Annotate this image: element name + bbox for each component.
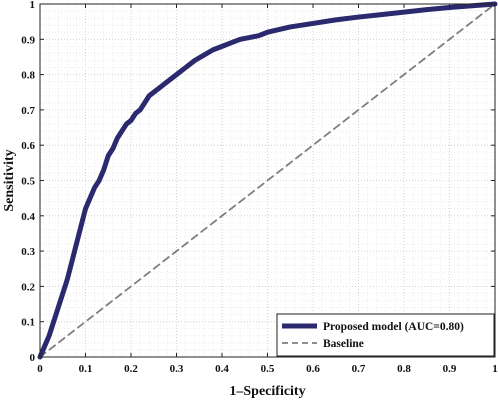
- plot-lines: [37, 1, 498, 360]
- y-tick-label: 0.1: [21, 317, 35, 329]
- x-tick-label: 0: [37, 363, 43, 375]
- x-tick-label: 0.6: [306, 363, 320, 375]
- y-tick-label: 0.4: [21, 211, 35, 223]
- legend: Proposed model (AUC=0.80) Baseline: [276, 313, 495, 357]
- y-tick-label: 0.5: [21, 176, 35, 188]
- y-tick-label: 1: [30, 0, 36, 11]
- series-line-baseline: [39, 3, 496, 358]
- y-tick-label: 0.6: [21, 140, 35, 152]
- x-tick-label: 0.3: [170, 363, 184, 375]
- x-tick-label: 0.4: [215, 363, 229, 375]
- y-tick-label: 0.3: [21, 246, 35, 258]
- y-tick-label: 0.8: [21, 70, 35, 82]
- grid: [39, 3, 496, 358]
- x-tick-label: 0.5: [261, 363, 275, 375]
- y-tick-label: 0.2: [21, 281, 35, 293]
- series-line-proposed-model: [37, 1, 498, 360]
- y-tick-label: 0.7: [21, 105, 35, 117]
- y-tick-label: 0.9: [21, 34, 35, 46]
- x-tick-label: 1: [492, 363, 498, 375]
- legend-box: [276, 313, 495, 357]
- x-axis-title: 1–Specificity: [229, 384, 305, 399]
- legend-label-proposed-model: Proposed model (AUC=0.80): [323, 321, 464, 333]
- ticks: [39, 3, 496, 358]
- x-tick-label: 0.9: [443, 363, 457, 375]
- y-tick-label: 0: [30, 352, 36, 364]
- y-tick-labels: 0 0.1 0.2 0.3 0.4 0.5 0.6 0.7 0.8 0.9 1: [21, 0, 35, 364]
- x-tick-label: 0.2: [124, 363, 138, 375]
- x-tick-label: 0.8: [397, 363, 411, 375]
- y-axis-title: Sensitivity: [2, 149, 17, 211]
- legend-label-baseline: Baseline: [323, 338, 364, 350]
- x-tick-labels: 0 0.1 0.2 0.3 0.4 0.5 0.6 0.7 0.8 0.9 1: [37, 363, 498, 375]
- x-tick-label: 0.7: [352, 363, 366, 375]
- x-tick-label: 0.1: [79, 363, 93, 375]
